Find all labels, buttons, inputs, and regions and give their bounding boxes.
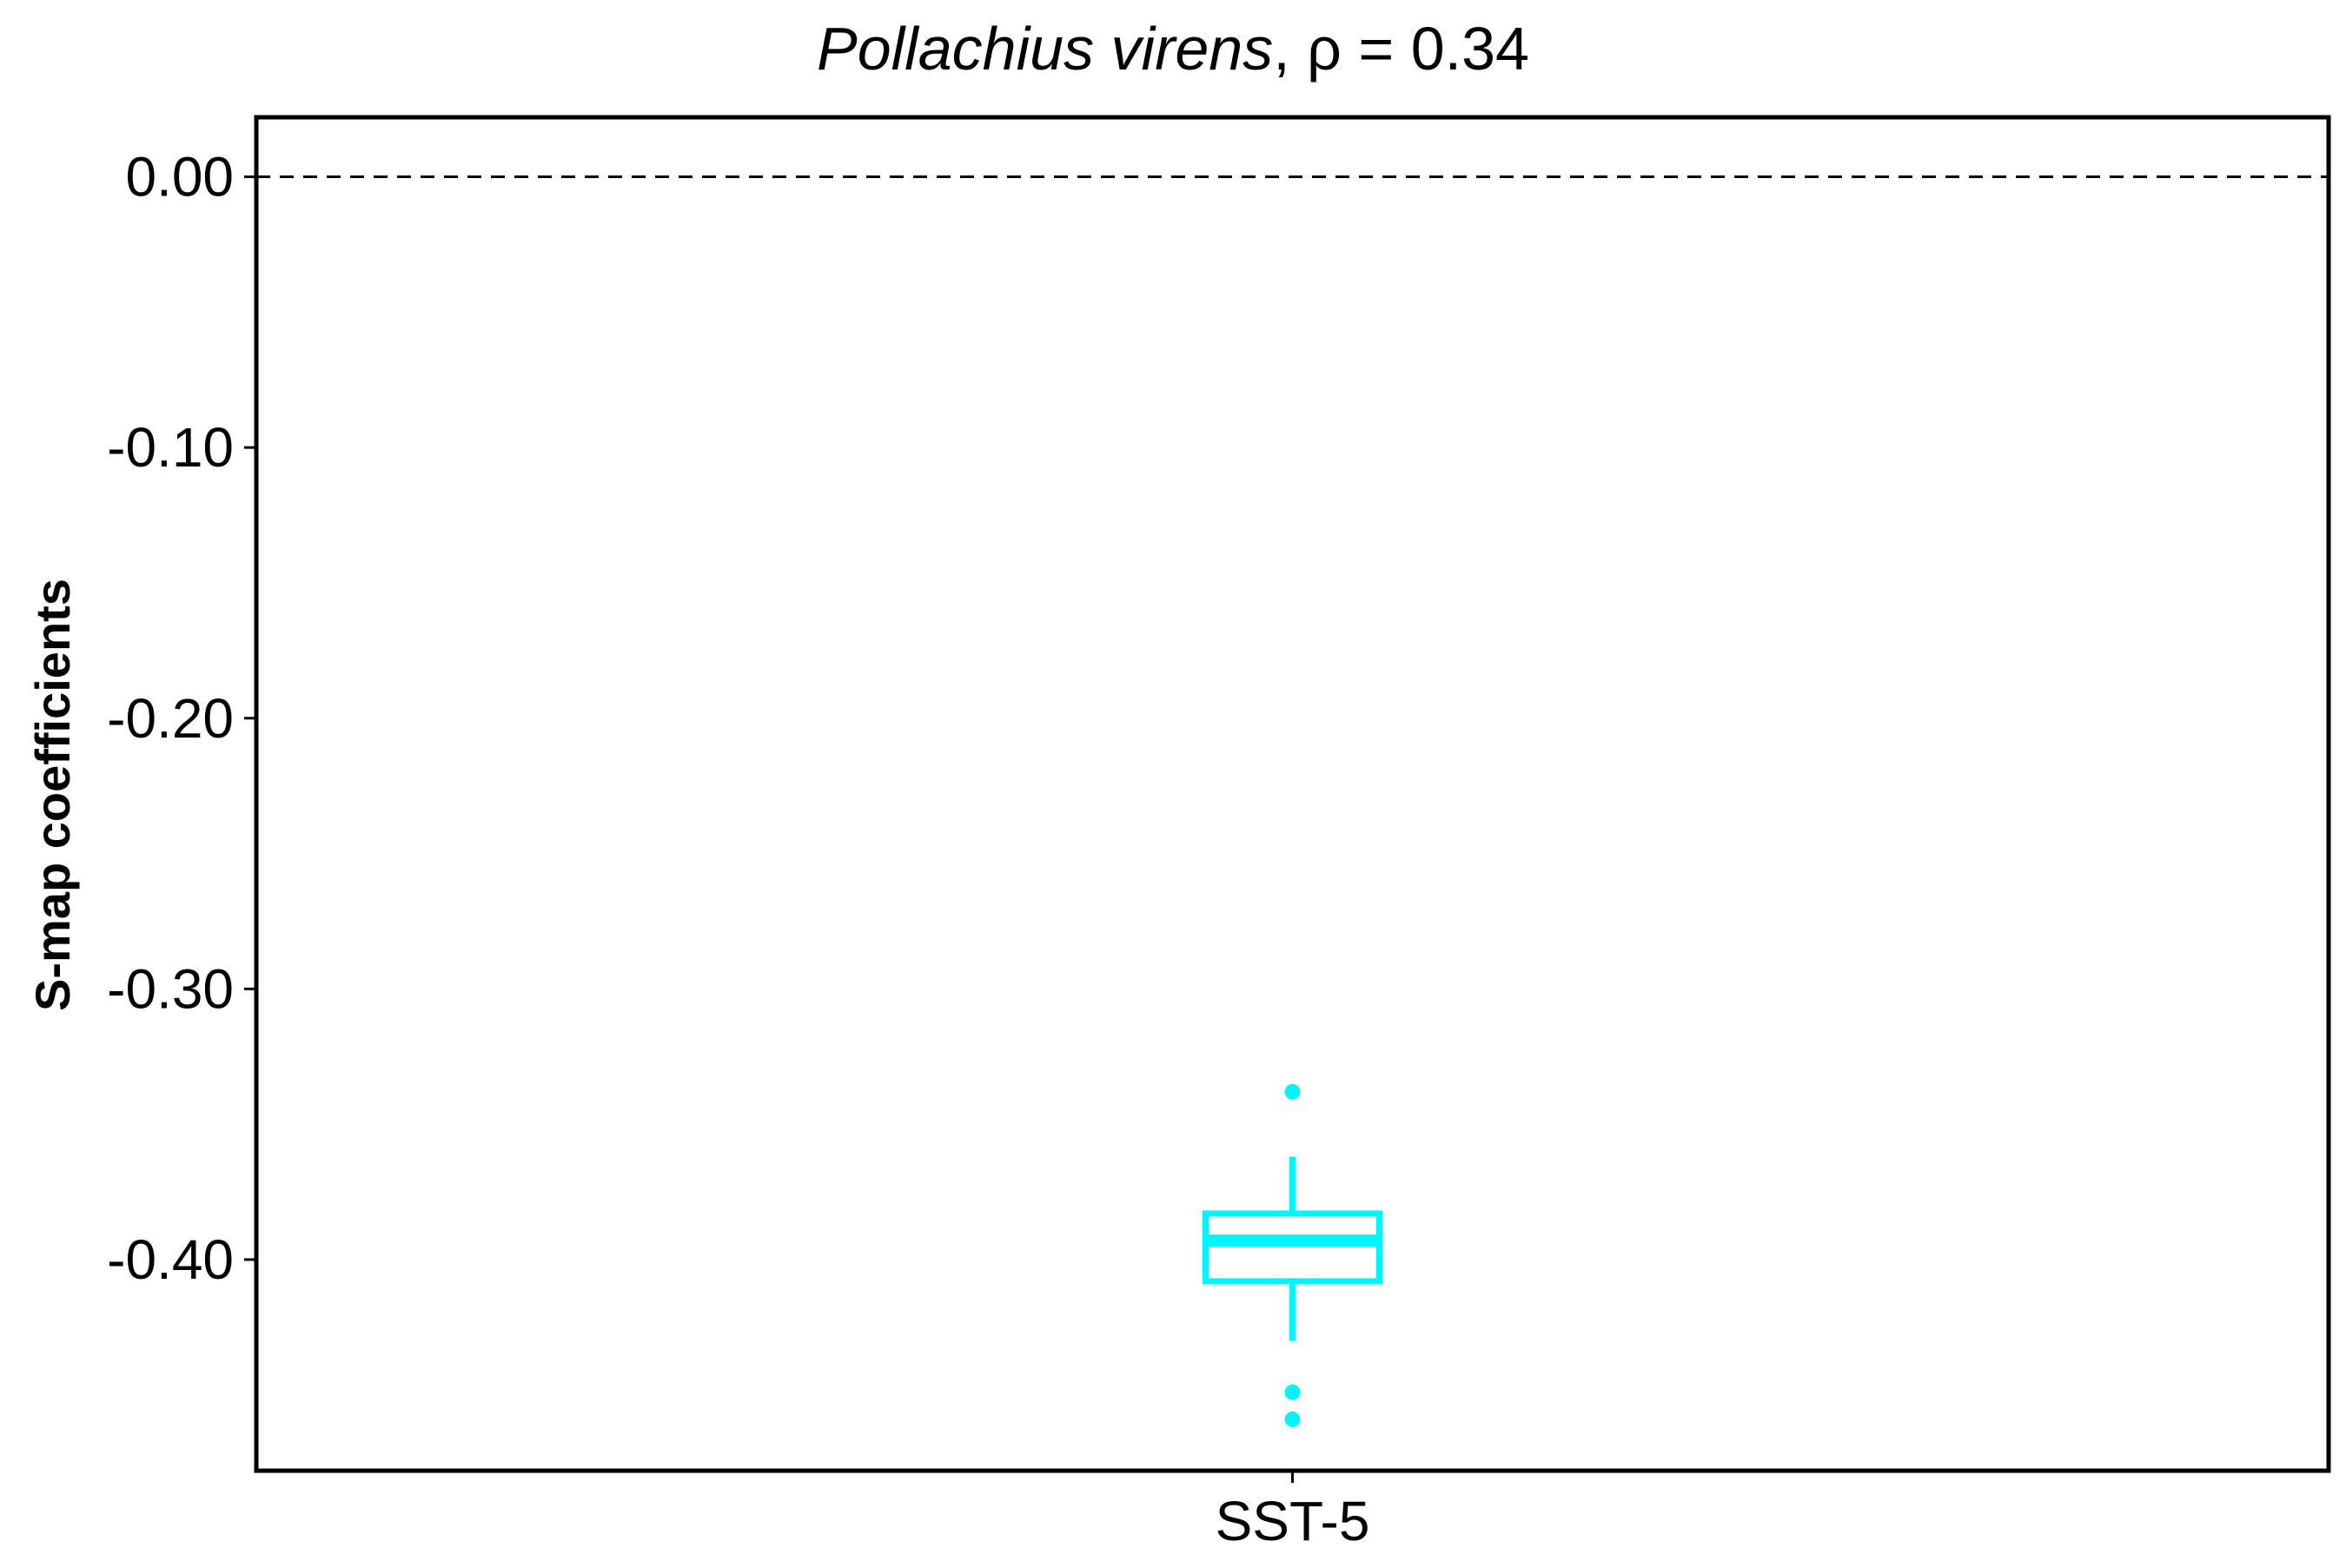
y-tick-label: 0.00 — [125, 146, 234, 208]
y-tick-label: -0.20 — [107, 687, 234, 750]
y-tick-label: -0.10 — [107, 416, 234, 479]
y-tick-label: -0.40 — [107, 1228, 234, 1291]
plot-border — [254, 115, 2331, 1473]
title-species: Pollachius virens — [817, 15, 1273, 83]
outlier-point — [1284, 1083, 1301, 1100]
iqr-box — [1203, 1210, 1382, 1285]
chart-title: Pollachius virens, ρ = 0.34 — [817, 15, 1529, 83]
boxplot-sst-5 — [1203, 1083, 1382, 1427]
plot-area: 0.00 -0.10 -0.20 -0.30 -0.40 SST-5 — [107, 115, 2331, 1552]
title-stat: ρ = 0.34 — [1307, 15, 1529, 83]
y-tick-label: -0.30 — [107, 957, 234, 1020]
outlier-point — [1284, 1384, 1301, 1400]
x-tick-label: SST-5 — [1216, 1490, 1370, 1552]
title-separator: , — [1273, 15, 1307, 83]
y-axis-label: S-map coefficients — [25, 579, 80, 1011]
outlier-point — [1284, 1411, 1301, 1427]
